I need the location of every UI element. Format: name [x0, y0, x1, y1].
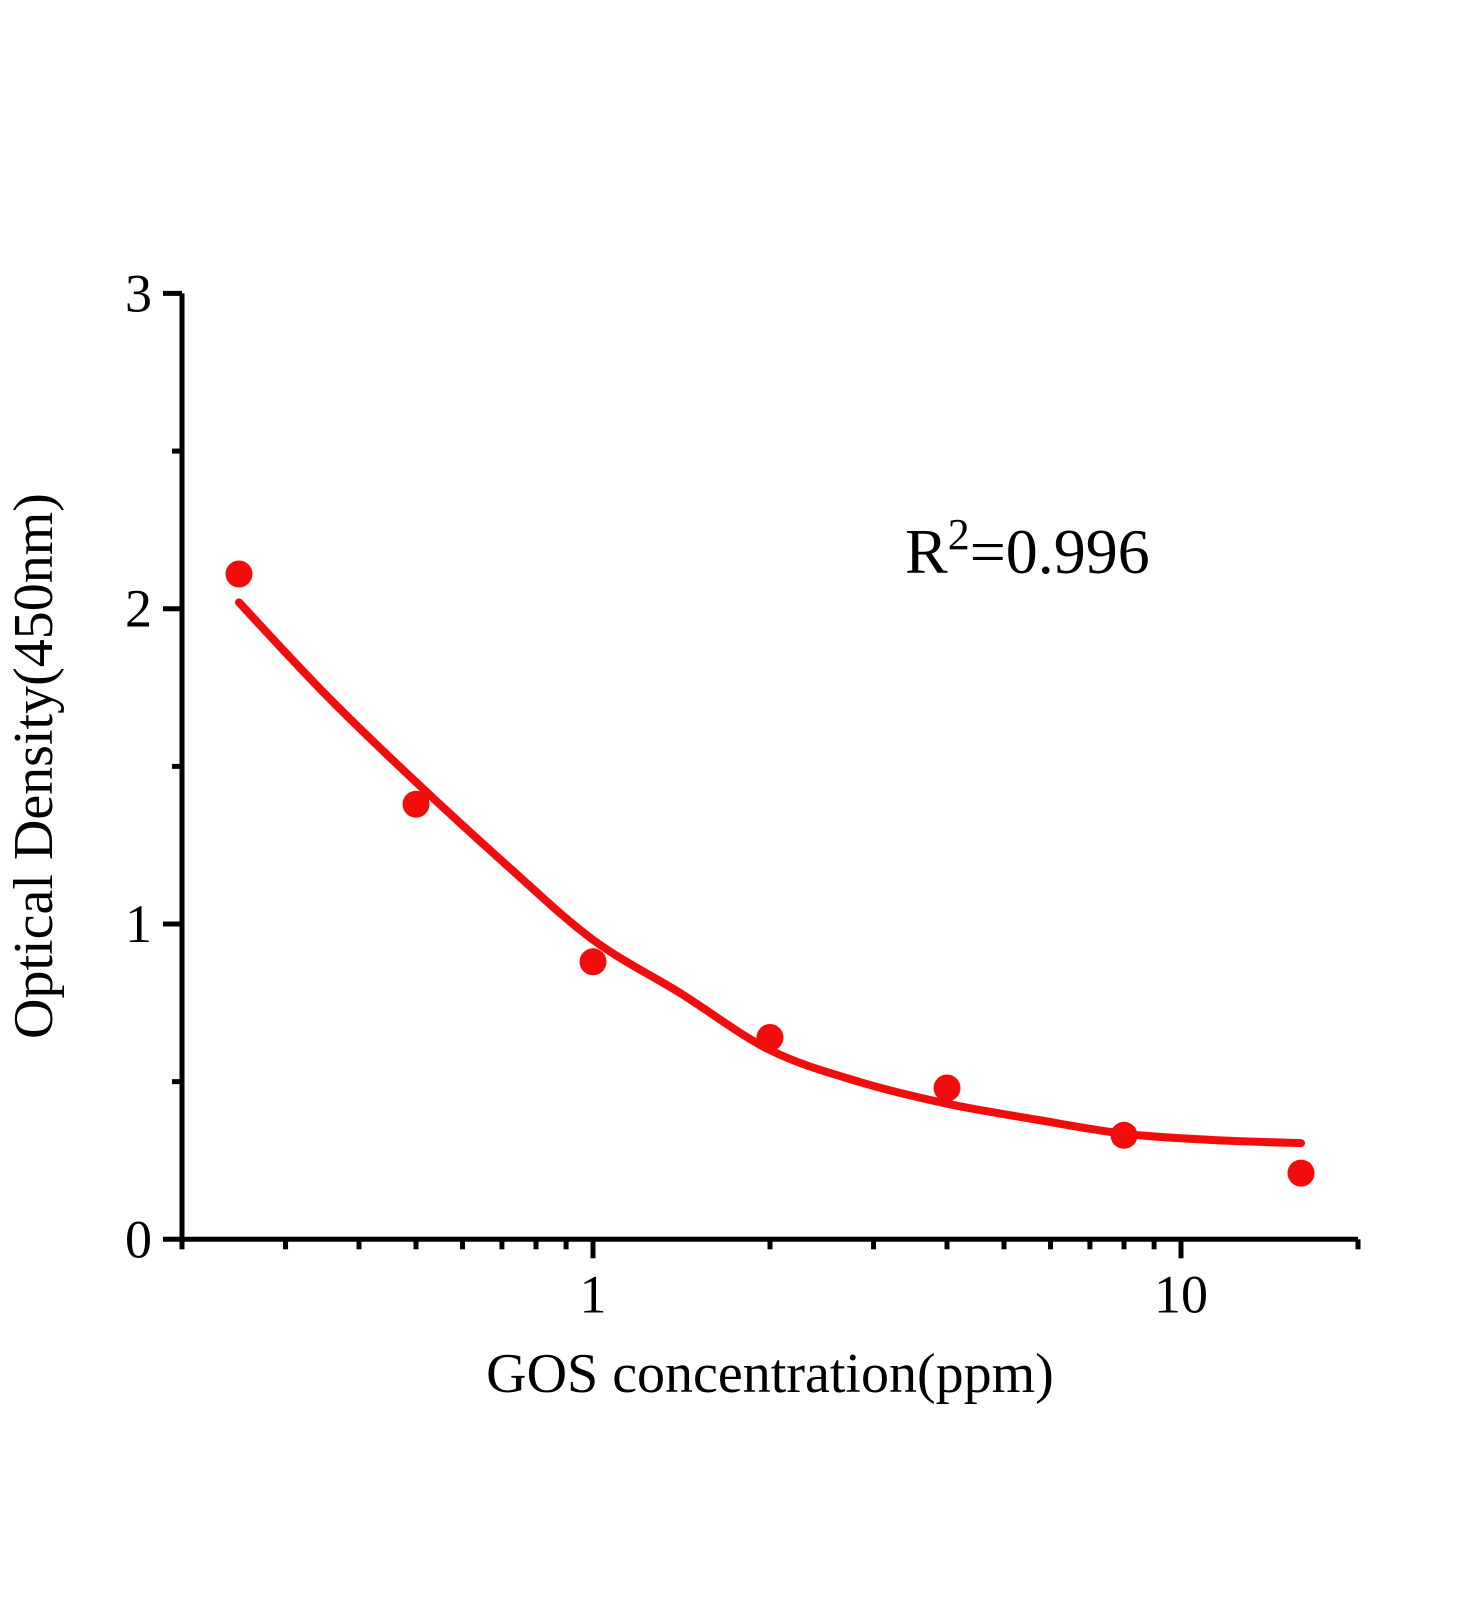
data-point [1287, 1159, 1315, 1187]
fit-curve [235, 598, 1305, 1148]
data-point [225, 560, 253, 588]
data-point [756, 1024, 784, 1051]
y-axis-title: Optical Density(450nm) [3, 493, 65, 1039]
r-squared-annotation: R2=0.996 [905, 510, 1150, 587]
data-point [933, 1074, 961, 1102]
x-tick-label: 1 [580, 1264, 607, 1324]
data-point [579, 948, 607, 976]
y-tick-label: 3 [125, 263, 152, 323]
axes: 0 1 2 3 1 10 [125, 263, 1361, 1324]
r-squared-superscript: 2 [948, 510, 970, 559]
y-tick-label: 1 [125, 894, 152, 954]
r-squared-value: =0.996 [970, 516, 1150, 587]
y-tick-label: 0 [125, 1209, 152, 1269]
x-tick-label: 10 [1154, 1264, 1208, 1324]
plot-area [225, 560, 1315, 1187]
x-axis-title: GOS concentration(ppm) [486, 1343, 1054, 1405]
r-symbol: R [905, 516, 948, 587]
data-point [402, 790, 430, 818]
y-tick-label: 2 [125, 579, 152, 639]
data-point [1110, 1121, 1138, 1149]
